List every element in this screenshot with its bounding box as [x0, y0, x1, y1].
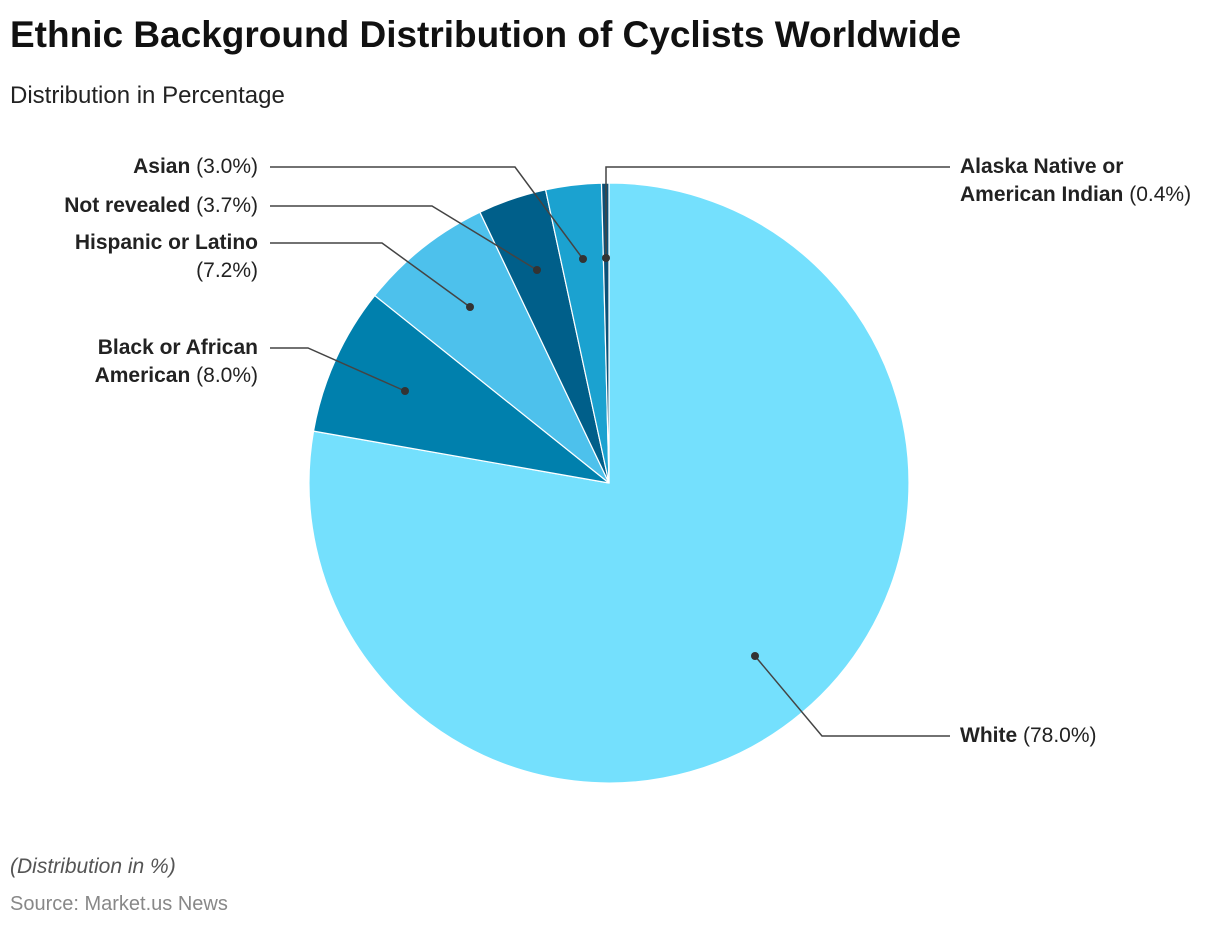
leader-line [270, 347, 406, 392]
label-hispanic: Hispanic or Latino (7.2%) [74, 231, 258, 282]
leader-line [270, 166, 584, 260]
leader-dot [401, 387, 409, 395]
leader-line [605, 166, 950, 258]
leader-dot [579, 255, 587, 263]
leader-dot [466, 303, 474, 311]
leader-line [754, 655, 950, 737]
leader-dot [602, 254, 610, 262]
leader-dot [533, 266, 541, 274]
chart-source: Source: Market.us News [10, 893, 228, 915]
leader-line [270, 242, 471, 308]
chart-title: Ethnic Background Distribution of Cyclis… [10, 14, 962, 55]
label-white: White (78.0%) [960, 724, 1097, 747]
leader-dot [751, 652, 759, 660]
label-alaska: Alaska Native or American Indian (0.4%) [960, 155, 1192, 206]
chart-subtitle: Distribution in Percentage [10, 82, 285, 109]
leader-line [270, 205, 538, 271]
chart-note: (Distribution in %) [10, 855, 176, 878]
label-not-revealed: Not revealed (3.7%) [64, 194, 258, 217]
label-asian: Asian (3.0%) [133, 155, 258, 178]
label-black: Black or African American (8.0%) [94, 336, 258, 387]
